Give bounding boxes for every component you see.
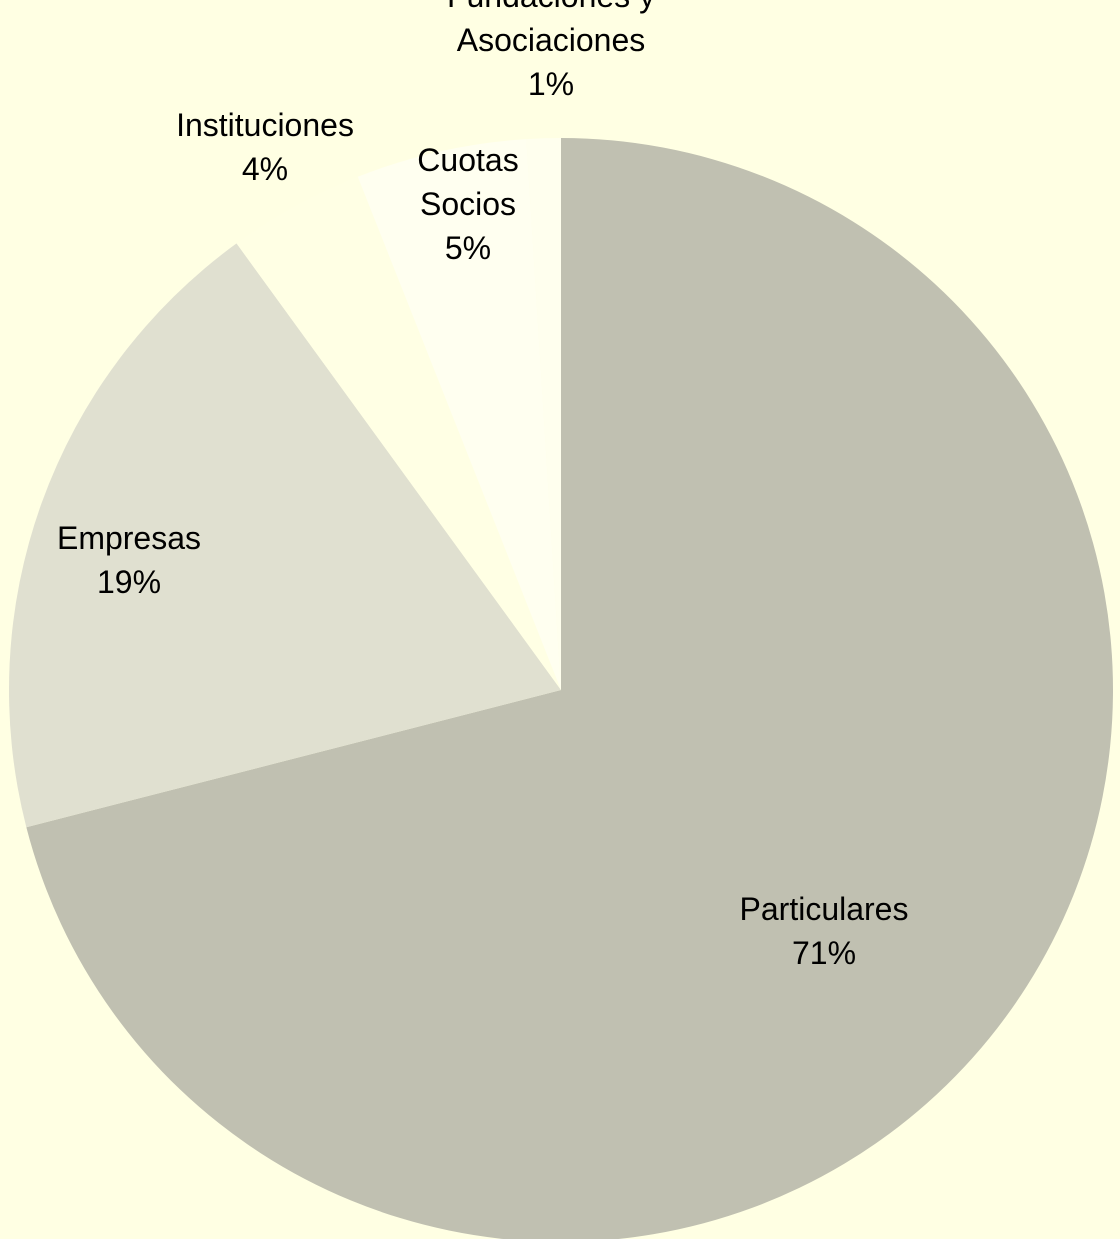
slice-label: Fundaciones y Asociaciones 1% [447, 0, 655, 102]
slice-category-label: Particulares [740, 891, 909, 927]
slice-label: Cuotas Socios 5% [417, 142, 518, 266]
slice-category-label: Empresas [57, 520, 201, 556]
pie-labels: Particulares 71% Empresas 19% Instituciones 4… [57, 0, 909, 971]
slice-label: Instituciones 4% [176, 107, 354, 187]
pie-slice-fundaciones-y-asociaciones [526, 138, 561, 690]
pie-slice-particulares [26, 138, 1113, 1239]
slice-value-label: 1% [528, 66, 574, 102]
slice-category-label: Fundaciones y [447, 0, 655, 14]
pie-slice-instituciones [236, 176, 562, 690]
slice-category-label: Cuotas [417, 142, 518, 178]
pie-slice-empresas [8, 243, 561, 828]
slice-value-label: 71% [792, 935, 856, 971]
slice-value-label: 19% [97, 564, 161, 600]
slice-label: Empresas 19% [57, 520, 201, 600]
slice-value-label: 5% [445, 230, 491, 266]
slice-category-label: Socios [420, 186, 516, 222]
slice-label: Particulares 71% [740, 891, 909, 971]
pie-slice-cuotas-socios [357, 139, 561, 691]
slice-category-label: Asociaciones [457, 22, 646, 58]
pie-slices [8, 138, 1113, 1239]
slice-value-label: 4% [242, 151, 288, 187]
slice-category-label: Instituciones [176, 107, 354, 143]
